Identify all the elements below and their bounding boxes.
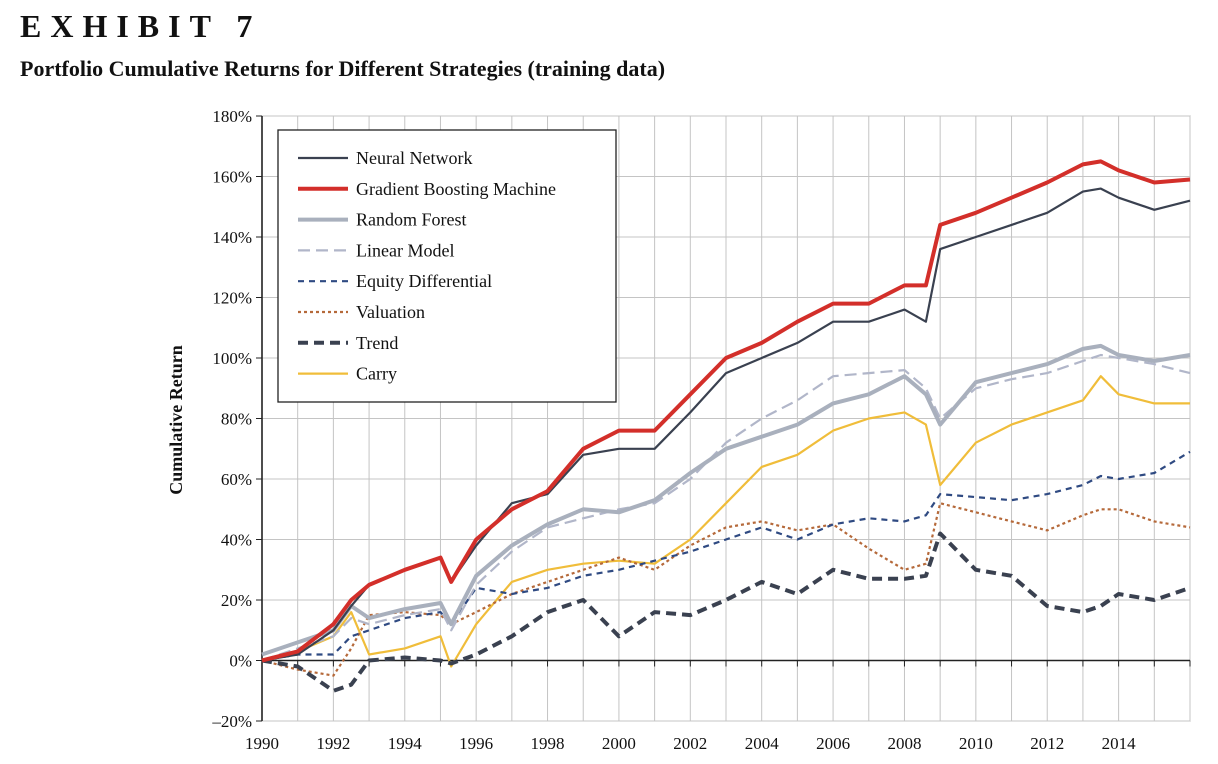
x-tick-label: 2000 [602, 734, 636, 753]
legend: Neural Network Gradient Boosting Machine R… [277, 129, 617, 403]
y-tick-label: 180% [212, 107, 252, 126]
y-tick-label: 160% [212, 168, 252, 187]
series-lines [261, 159, 1191, 693]
y-tick-label: 140% [212, 228, 252, 247]
x-tick-label: 1992 [316, 734, 350, 753]
x-tick-label: 1998 [531, 734, 565, 753]
series-line-random-forest [261, 343, 1191, 657]
x-tick-labels: 1990 1992 1994 1996 1998 2000 2002 2004 2006 2008… [245, 734, 1136, 753]
series-line-linear-model [261, 353, 1191, 662]
y-tick-label: 60% [221, 470, 252, 489]
x-tick-label: 2006 [816, 734, 850, 753]
chart-subtitle: Portfolio Cumulative Returns for Differe… [20, 56, 666, 81]
series-line-carry [261, 375, 1190, 668]
x-tick-label: 2002 [673, 734, 707, 753]
y-tick-label: –20% [211, 712, 252, 731]
y-axis-label: Cumulative Return [166, 345, 186, 495]
legend-label: Carry [356, 364, 397, 384]
y-tick-label: 40% [221, 531, 252, 550]
legend-label: Trend [356, 333, 398, 353]
x-tick-label: 1994 [388, 734, 423, 753]
x-tick-label: 1990 [245, 734, 279, 753]
y-tick-label: 120% [212, 289, 252, 308]
x-tick-label: 2008 [887, 734, 921, 753]
legend-label: Random Forest [356, 210, 467, 230]
legend-label: Neural Network [356, 148, 472, 168]
x-tick-label: 1996 [459, 734, 493, 753]
y-tick-label: 80% [221, 410, 252, 429]
y-tick-labels: –20% 0% 20% 40% 60% 80% 100% 120% 140% 160% 180% [211, 107, 252, 731]
x-tick-label: 2012 [1030, 734, 1064, 753]
x-tick-label: 2004 [745, 734, 780, 753]
y-tick-label: 100% [212, 349, 252, 368]
x-tick-label: 2010 [959, 734, 993, 753]
series-line-equity-differential [261, 450, 1191, 662]
legend-box [277, 129, 617, 403]
y-tick-label: 0% [229, 652, 252, 671]
series-line-gradient-boosting-machine [261, 159, 1191, 663]
series-line-trend [261, 531, 1191, 693]
legend-label: Gradient Boosting Machine [356, 179, 556, 199]
exhibit-label: EXHIBIT 7 [20, 8, 262, 44]
series-line-valuation [261, 502, 1191, 677]
x-tick-label: 2014 [1102, 734, 1137, 753]
legend-label: Equity Differential [356, 271, 492, 291]
legend-label: Linear Model [356, 240, 454, 260]
legend-label: Valuation [356, 302, 425, 322]
y-tick-label: 20% [221, 591, 252, 610]
